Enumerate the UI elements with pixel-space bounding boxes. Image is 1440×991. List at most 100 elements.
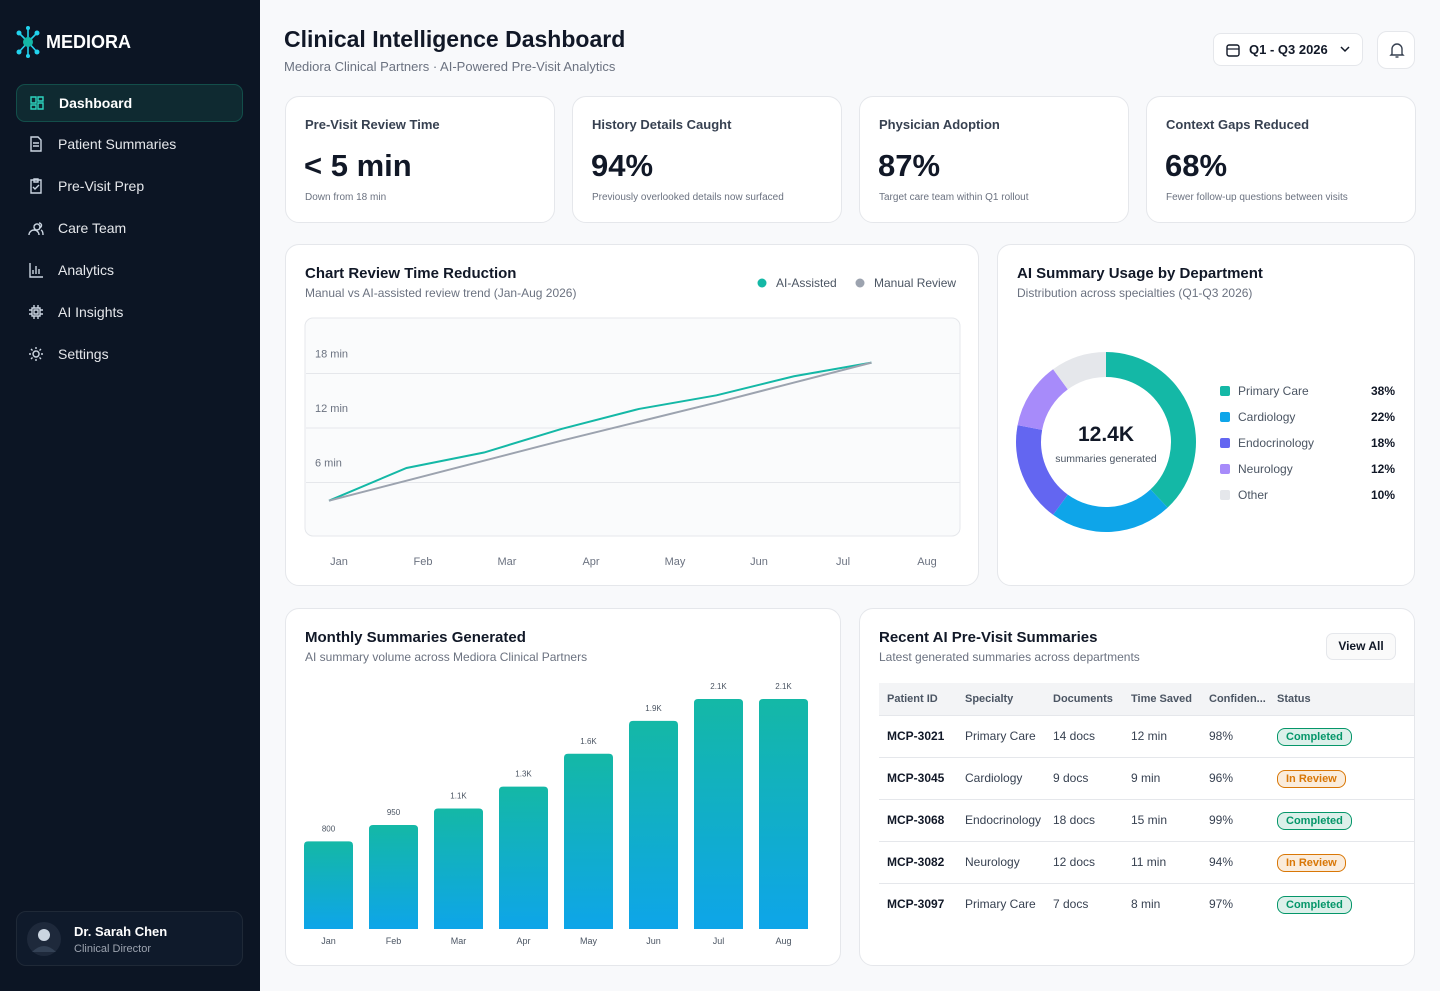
bar-value-label: 1.1K <box>450 792 467 801</box>
page-subtitle: Mediora Clinical Partners · AI-Powered P… <box>284 59 616 74</box>
logo-icon <box>16 26 40 58</box>
card-title: Chart Review Time Reduction <box>305 265 517 282</box>
kpi-note: Down from 18 min <box>305 192 387 203</box>
notifications-button[interactable] <box>1377 31 1415 69</box>
nav-icon <box>30 136 42 152</box>
status-cell: Completed <box>1277 715 1352 757</box>
donut-segment <box>1017 369 1068 430</box>
table-cell: 99% <box>1209 813 1234 827</box>
table-cell: 9 min <box>1131 771 1161 785</box>
view-all-button[interactable]: View All <box>1326 633 1396 660</box>
column-header: Patient ID <box>887 693 938 705</box>
table-cell: 15 min <box>1131 813 1168 827</box>
card-title: Monthly Summaries Generated <box>305 629 526 646</box>
bar <box>499 786 548 929</box>
status-cell: Completed <box>1277 799 1352 841</box>
column-header: Confiden... <box>1209 693 1266 705</box>
kpi-card: History Details Caught 94% Previously over… <box>572 96 842 223</box>
table-cell: Endocrinology <box>965 813 1042 827</box>
patient-id: MCP-3045 <box>887 771 945 785</box>
status-badge: Completed <box>1277 728 1352 746</box>
patient-id: MCP-3082 <box>887 855 945 869</box>
table-cell: Primary Care <box>965 729 1036 743</box>
card-subtitle: Manual vs AI-assisted review trend (Jan-… <box>305 286 577 300</box>
series-line <box>328 361 872 502</box>
bell-icon <box>1389 43 1405 58</box>
legend-swatch <box>855 278 865 288</box>
nav-item[interactable]: Care Team <box>16 210 243 248</box>
kpi-label: Pre-Visit Review Time <box>305 117 440 132</box>
row-divider <box>879 841 1414 842</box>
nav-item[interactable]: Dashboard <box>16 84 243 122</box>
table-cell: 11 min <box>1131 855 1167 869</box>
column-header: Time Saved <box>1131 693 1192 705</box>
status-cell: In Review <box>1277 757 1346 799</box>
legend-label: Endocrinology <box>1238 436 1314 450</box>
x-tick-label: Feb <box>386 936 402 946</box>
nav-label: AI Insights <box>58 304 124 320</box>
y-tick-label: 6 min <box>315 458 342 470</box>
donut-segment <box>1106 352 1196 508</box>
table-card: Recent AI Pre-Visit Summaries Latest gene… <box>859 608 1415 966</box>
nav-item[interactable]: Patient Summaries <box>16 126 243 164</box>
legend-swatch <box>1220 438 1230 448</box>
x-tick-label: Mar <box>451 936 467 946</box>
kpi-card: Physician Adoption 87% Target care team wi… <box>859 96 1129 223</box>
legend-label: Cardiology <box>1238 410 1295 424</box>
card-title: AI Summary Usage by Department <box>1017 265 1263 282</box>
bar-value-label: 1.9K <box>645 704 662 713</box>
legend-value: 38% <box>1371 384 1395 398</box>
legend-label: AI-Assisted <box>776 276 837 290</box>
table-cell: 8 min <box>1131 897 1161 911</box>
y-tick-label: 18 min <box>315 349 348 361</box>
donut-segment <box>1016 425 1068 515</box>
donut-center-value: 12.4K <box>1078 423 1134 446</box>
kpi-value: 68% <box>1165 148 1228 183</box>
nav-item[interactable]: Analytics <box>16 252 243 290</box>
table-cell: 94% <box>1209 855 1234 869</box>
nav-label: Patient Summaries <box>58 136 177 152</box>
x-tick-label: Mar <box>498 556 517 568</box>
date-range: Q1 - Q3 2026 <box>1249 42 1328 57</box>
x-tick-label: Aug <box>917 556 937 568</box>
table-cell: Neurology <box>965 855 1020 869</box>
x-tick-label: Jan <box>321 936 336 946</box>
bar-value-label: 1.3K <box>515 770 532 779</box>
row-divider <box>879 799 1414 800</box>
kpi-note: Target care team within Q1 rollout <box>879 192 1029 203</box>
column-header: Documents <box>1053 693 1113 705</box>
nav-icon <box>28 222 44 236</box>
user-name: Dr. Sarah Chen <box>74 924 168 939</box>
x-tick-label: Jun <box>646 936 661 946</box>
bar-value-label: 2.1K <box>710 682 727 691</box>
legend-swatch <box>757 278 767 288</box>
line-chart: AI-Assisted Manual Review 18 min 12 min 6 mi… <box>304 276 961 568</box>
kpi-card: Pre-Visit Review Time < 5 min Down from 18… <box>285 96 555 223</box>
nav-icon <box>29 263 43 278</box>
icon-path <box>29 263 43 278</box>
bar <box>564 753 613 929</box>
kpi-label: Context Gaps Reduced <box>1166 117 1310 132</box>
table-cell: 97% <box>1209 897 1234 911</box>
bar <box>694 699 743 929</box>
status-badge: In Review <box>1277 854 1346 872</box>
icon-path <box>30 178 42 194</box>
nav-item[interactable]: AI Insights <box>16 294 243 332</box>
bar <box>629 720 678 929</box>
x-tick-label: Jan <box>330 556 348 568</box>
x-tick-label: Aug <box>775 936 791 946</box>
table-subtitle: Latest generated summaries across depart… <box>879 650 1140 664</box>
donut-chart-card: AI Summary Usage by Department Distributi… <box>997 244 1415 586</box>
kpi-label: History Details Caught <box>592 117 732 132</box>
nav-item[interactable]: Settings <box>16 336 243 374</box>
nav-item[interactable]: Pre-Visit Prep <box>16 168 243 206</box>
bar-value-label: 950 <box>387 808 401 817</box>
bar-chart: 800 Jan 950 Feb 1.1K Mar 1.3K Apr 1.6K May 1.9K Jun… <box>304 682 808 946</box>
bar <box>304 841 353 929</box>
date-range-button[interactable]: Q1 - Q3 2026 <box>1213 33 1363 66</box>
card-subtitle: Distribution across specialties (Q1-Q3 2… <box>1017 286 1253 300</box>
legend-label: Primary Care <box>1238 384 1309 398</box>
user-card[interactable]: Dr. Sarah Chen Clinical Director <box>16 911 243 966</box>
nav-label: Care Team <box>58 220 127 236</box>
kpi-label: Physician Adoption <box>879 117 1000 132</box>
